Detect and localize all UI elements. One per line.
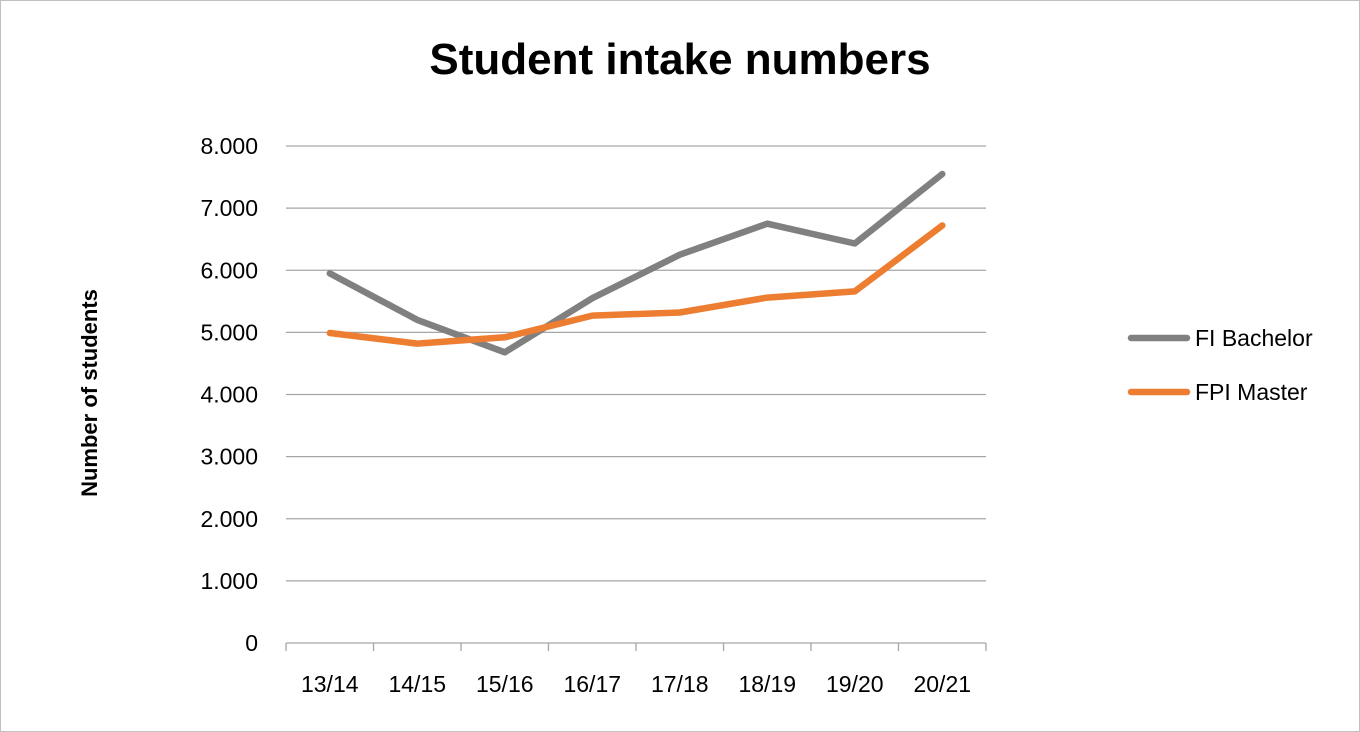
data-point-fi-bachelor: [764, 221, 770, 227]
data-point-fi-bachelor: [939, 171, 945, 177]
legend-label-fpi-master: FPI Master: [1195, 379, 1308, 405]
data-point-fpi-master: [764, 295, 770, 301]
y-tick-label: 0: [245, 630, 258, 656]
data-point-fi-bachelor: [852, 241, 858, 247]
data-point-fi-bachelor: [414, 317, 420, 323]
y-tick-label: 5.000: [200, 319, 258, 345]
data-point-fi-bachelor: [327, 270, 333, 276]
x-tick-label: 15/16: [476, 671, 534, 697]
data-point-fpi-master: [852, 288, 858, 294]
y-tick-label: 8.000: [200, 133, 258, 159]
y-tick-label: 3.000: [200, 444, 258, 470]
series-line-fi-bachelor: [326, 170, 946, 356]
chart-title: Student intake numbers: [429, 35, 930, 84]
legend-label-fi-bachelor: FI Bachelor: [1195, 325, 1313, 351]
x-tick-label: 20/21: [913, 671, 971, 697]
x-tick-label: 16/17: [563, 671, 621, 697]
data-point-fpi-master: [502, 334, 508, 340]
data-point-fpi-master: [327, 330, 333, 336]
data-point-fpi-master: [589, 313, 595, 319]
data-point-fpi-master: [677, 309, 683, 315]
data-point-fi-bachelor: [677, 252, 683, 258]
data-point-fi-bachelor: [589, 295, 595, 301]
y-tick-label: 4.000: [200, 382, 258, 408]
data-point-fpi-master: [939, 223, 945, 229]
grid-lines: [286, 145, 986, 582]
data-point-fi-bachelor: [502, 349, 508, 355]
x-tick-label: 14/15: [388, 671, 446, 697]
y-tick-label: 7.000: [200, 195, 258, 221]
series-line-fpi-master: [326, 222, 946, 347]
x-axis: 13/14 14/15 15/16 16/17 17/18 18/19 19/20 20/21: [285, 642, 987, 697]
y-tick-label: 2.000: [200, 506, 258, 532]
series-lines: [326, 170, 946, 356]
legend: FI Bachelor FPI Master: [1127, 325, 1313, 405]
y-axis-label: Number of students: [77, 289, 102, 497]
x-tick-label: 13/14: [301, 671, 359, 697]
data-point-fpi-master: [414, 341, 420, 347]
x-tick-label: 18/19: [738, 671, 796, 697]
x-tick-label: 19/20: [826, 671, 884, 697]
y-tick-labels: 0 1.000 2.000 3.000 4.000 5.000 6.000 7.000 8.00…: [200, 133, 258, 656]
y-tick-label: 1.000: [200, 568, 258, 594]
x-tick-label: 17/18: [651, 671, 709, 697]
y-tick-label: 6.000: [200, 257, 258, 283]
